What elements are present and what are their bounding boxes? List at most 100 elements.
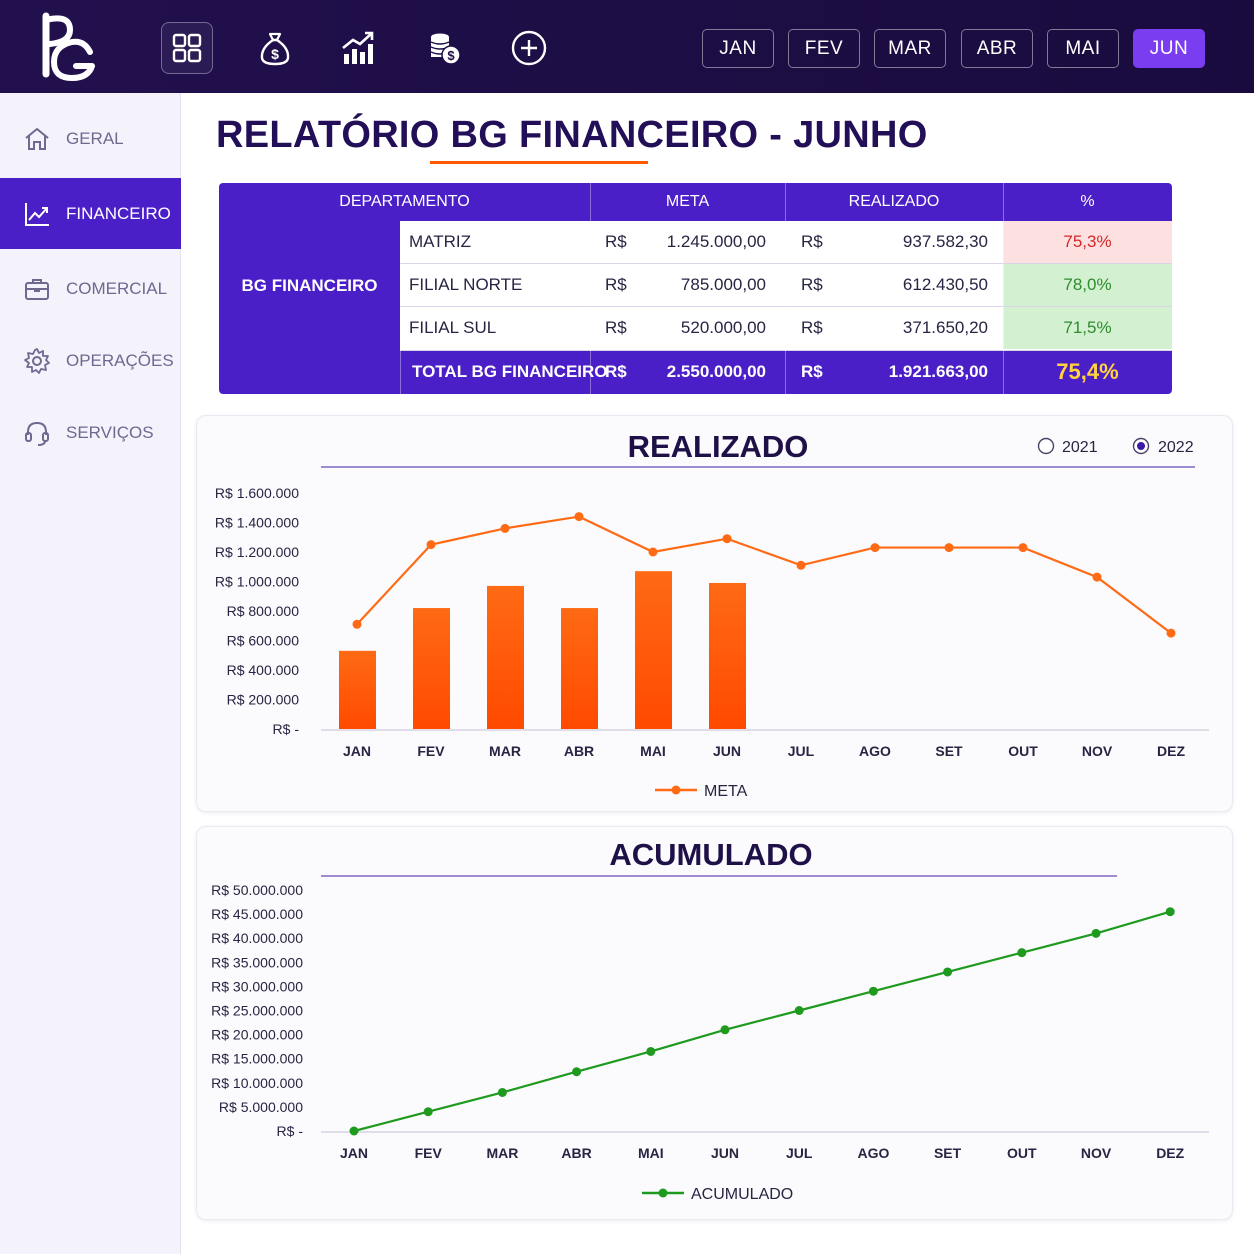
gear-icon	[24, 347, 50, 374]
y-tick-label: R$ 600.000	[227, 633, 300, 649]
total-percent-value: 75,4%	[1056, 359, 1119, 384]
meta-value: 1.245.000,00	[666, 232, 766, 251]
sidebar-item-label: OPERAÇÕES	[66, 350, 174, 370]
bg-logo-icon[interactable]	[40, 12, 98, 84]
acumulado-point-mai[interactable]	[646, 1046, 656, 1056]
bar-abr[interactable]	[561, 608, 598, 729]
meta-value: 520.000,00	[680, 318, 766, 337]
meta-point-jun[interactable]	[722, 534, 732, 544]
grid-button[interactable]	[161, 22, 213, 74]
acumulado-point-fev[interactable]	[423, 1107, 433, 1117]
divider	[590, 183, 591, 394]
acumulado-point-mar[interactable]	[497, 1087, 507, 1097]
y-tick-label: R$ 200.000	[227, 692, 300, 708]
bar-mai[interactable]	[635, 571, 672, 729]
meta-point-ago[interactable]	[870, 543, 880, 553]
coins-button[interactable]: $	[418, 22, 470, 74]
growth-chart-button[interactable]	[332, 22, 384, 74]
legend-meta-label: META	[704, 783, 748, 800]
acumulado-point-out[interactable]	[1017, 948, 1027, 958]
year-label-2021[interactable]: 2021	[1062, 439, 1098, 456]
table-row[interactable]: FILIAL SUL R$ 520.000,00 R$ 371.650,20 7…	[400, 307, 1172, 351]
legend-acumulado-label: ACUMULADO	[691, 1186, 793, 1203]
acumulado-point-jul[interactable]	[794, 1006, 804, 1015]
acumulado-point-jan[interactable]	[349, 1126, 359, 1136]
y-tick-label: R$ 30.000.000	[211, 978, 303, 994]
acumulado-point-nov[interactable]	[1091, 928, 1101, 938]
realizado-chart-card: REALIZADO 2021 2022 R$ - R$ 200.000 R$ 400.00…	[196, 415, 1233, 812]
x-tick-label: DEZ	[1156, 1145, 1184, 1161]
x-tick-label: MAI	[638, 1145, 664, 1161]
year-radio-2021[interactable]	[1037, 437, 1055, 455]
bar-jun[interactable]	[709, 582, 746, 729]
acumulado-point-jun[interactable]	[720, 1025, 730, 1035]
y-tick-label: R$ 10.000.000	[211, 1075, 303, 1091]
month-tab-mar[interactable]: MAR	[874, 29, 946, 68]
meta-point-fev[interactable]	[426, 540, 436, 550]
svg-text:$: $	[447, 48, 455, 63]
acumulado-point-ago[interactable]	[868, 986, 878, 996]
meta-point-mai[interactable]	[648, 547, 658, 557]
acumulado-point-abr[interactable]	[572, 1067, 582, 1077]
bar-fev[interactable]	[413, 608, 450, 729]
month-tab-jan[interactable]: JAN	[702, 29, 774, 68]
home-icon	[25, 127, 49, 150]
currency-symbol: R$	[801, 232, 823, 251]
y-tick-label: R$ -	[277, 1123, 304, 1139]
money-bag-button[interactable]: $	[249, 22, 301, 74]
x-tick-label: ABR	[564, 743, 594, 759]
acumulado-point-set[interactable]	[943, 967, 953, 977]
meta-point-jan[interactable]	[352, 619, 362, 629]
table-row[interactable]: MATRIZ R$ 1.245.000,00 R$ 937.582,30 75,…	[400, 221, 1172, 264]
y-tick-label: R$ 1.000.000	[215, 574, 299, 590]
meta-point-nov[interactable]	[1092, 572, 1102, 582]
month-tab-jun[interactable]: JUN	[1133, 29, 1205, 68]
percent-value: 71,5%	[1003, 307, 1172, 349]
y-tick-label: R$ 5.000.000	[219, 1099, 303, 1115]
meta-value: 785.000,00	[680, 275, 766, 294]
x-tick-label: AGO	[859, 743, 891, 759]
add-button[interactable]	[503, 22, 555, 74]
sidebar-item-geral[interactable]: GERAL	[0, 103, 181, 174]
department-name: MATRIZ	[409, 232, 472, 251]
month-tab-fev[interactable]: FEV	[788, 29, 860, 68]
sidebar-item-label: GERAL	[66, 128, 124, 148]
table-row[interactable]: FILIAL NORTE R$ 785.000,00 R$ 612.430,50…	[400, 264, 1172, 307]
month-tab-abr[interactable]: ABR	[961, 29, 1033, 68]
header-meta: META	[665, 193, 710, 210]
y-tick-label: R$ 25.000.000	[211, 1003, 303, 1019]
month-tab-mai[interactable]: MAI	[1047, 29, 1119, 68]
briefcase-icon	[25, 278, 49, 300]
realizado-value: 612.430,50	[902, 275, 988, 294]
title-underline	[430, 161, 648, 164]
legend-acumulado-marker	[658, 1188, 668, 1198]
sidebar-item-operacoes[interactable]: OPERAÇÕES	[0, 325, 181, 396]
year-radio-dot	[1137, 442, 1145, 450]
realizado-chart: REALIZADO 2021 2022 R$ - R$ 200.000 R$ 400.00…	[215, 429, 1209, 800]
meta-point-set[interactable]	[944, 543, 954, 553]
meta-point-dez[interactable]	[1166, 628, 1176, 638]
realizado-value: 371.650,20	[902, 318, 988, 337]
sidebar-item-financeiro[interactable]: FINANCEIRO	[0, 178, 181, 249]
meta-point-abr[interactable]	[574, 512, 584, 522]
x-tick-label: NOV	[1081, 1145, 1112, 1161]
meta-point-mar[interactable]	[500, 523, 510, 533]
year-label-2022[interactable]: 2022	[1158, 439, 1194, 456]
percent-value: 78,0%	[1003, 264, 1172, 306]
total-realizado-value: 1.921.663,00	[888, 362, 988, 381]
x-tick-label: FEV	[417, 743, 445, 759]
x-tick-label: MAR	[486, 1145, 518, 1161]
y-tick-label: R$ 400.000	[227, 662, 300, 678]
meta-point-jul[interactable]	[796, 560, 806, 570]
acumulado-point-dez[interactable]	[1165, 907, 1175, 917]
currency-symbol: R$	[801, 362, 823, 381]
total-meta-value: 2.550.000,00	[666, 362, 766, 381]
meta-point-out[interactable]	[1018, 543, 1028, 553]
bar-chart-growth-icon	[342, 31, 374, 64]
sidebar-item-servicos[interactable]: SERVIÇOS	[0, 397, 181, 468]
bar-mar[interactable]	[487, 585, 524, 729]
y-tick-label: R$ 1.400.000	[215, 515, 299, 531]
sidebar-item-comercial[interactable]: COMERCIAL	[0, 253, 181, 324]
meta-line	[356, 515, 1172, 635]
bar-jan[interactable]	[339, 650, 376, 729]
